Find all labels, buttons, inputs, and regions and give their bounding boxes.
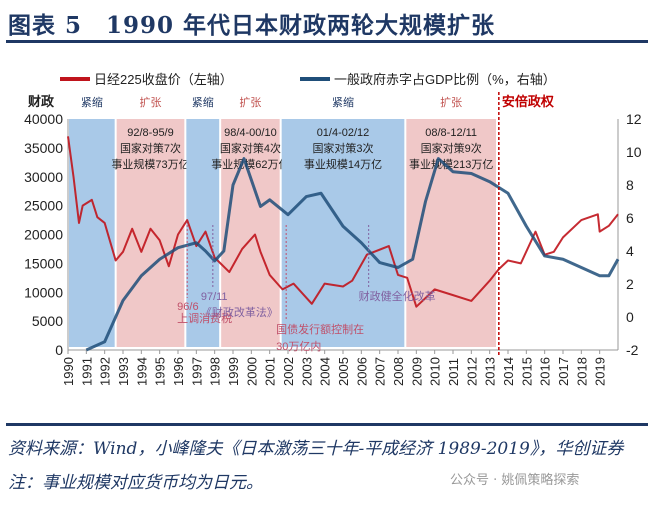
x-tick-label: 2008: [391, 357, 406, 386]
title-rule: [6, 40, 648, 43]
y-left-label: 财政: [28, 94, 55, 109]
x-tick-label: 2013: [483, 357, 498, 386]
band-label: 紧缩: [192, 96, 214, 109]
y-left-tick: 0: [55, 342, 63, 358]
band-note: 事业规模14万亿: [304, 157, 382, 171]
x-tick-label: 1999: [226, 357, 241, 386]
source-rule: [6, 423, 648, 426]
x-tick-label: 2003: [299, 357, 314, 386]
y-right-tick: 12: [626, 111, 642, 127]
band-note: 国家对策7次: [120, 141, 181, 155]
x-tick-label: 2005: [336, 357, 351, 386]
band-note: 国家对策4次: [220, 141, 281, 155]
x-tick-label: 2004: [318, 357, 333, 386]
x-tick-label: 2009: [409, 357, 424, 386]
band-label: 扩张: [440, 95, 462, 109]
y-left-tick: 25000: [24, 198, 63, 214]
band-note: 国家对策9次: [421, 141, 482, 155]
x-tick-label: 2018: [574, 357, 589, 386]
x-tick-label: 1993: [116, 357, 131, 386]
x-tick-label: 1992: [98, 357, 113, 386]
band-note: 事业规模213万亿: [409, 157, 493, 171]
y-right-tick: 2: [626, 276, 634, 292]
band-label: 紧缩: [81, 96, 103, 109]
y-right-tick: 4: [626, 243, 634, 259]
y-left-tick: 15000: [24, 255, 63, 271]
x-tick-label: 2012: [464, 357, 479, 386]
band-label: 扩张: [140, 95, 162, 109]
y-left-tick: 30000: [24, 169, 63, 185]
x-tick-label: 2019: [593, 357, 608, 386]
y-left-tick: 10000: [24, 284, 63, 300]
annotation-text: 国债发行额控制在: [276, 322, 364, 336]
y-right-tick: 0: [626, 309, 634, 325]
band-note: 事业规模73万亿: [111, 157, 189, 171]
x-tick-label: 2006: [354, 357, 369, 386]
legend-label: 日经225收盘价（左轴）: [94, 72, 233, 87]
abe-label: 安倍政权: [502, 94, 555, 109]
watermark: 公众号 · 姚佩策略探索: [450, 473, 580, 488]
x-tick-label: 1998: [208, 357, 223, 386]
band-expand: [116, 119, 185, 347]
band-note: 事业规模62万亿: [211, 157, 289, 171]
series-line-0: [67, 136, 619, 308]
x-tick-label: 2015: [519, 357, 534, 386]
x-tick-label: 1996: [171, 357, 186, 386]
band-note: 08/8-12/11: [425, 127, 477, 139]
x-tick-label: 1990: [61, 357, 76, 386]
annotation-text: 96/6: [177, 301, 198, 313]
y-left-tick: 35000: [24, 140, 63, 156]
y-right-tick: 10: [626, 144, 642, 160]
band-note: 国家对策3次: [312, 141, 373, 155]
y-left-tick: 20000: [24, 227, 63, 243]
x-tick-label: 2007: [373, 357, 388, 386]
y-right-tick: 6: [626, 210, 634, 226]
x-tick-label: 2000: [244, 357, 259, 386]
x-tick-label: 1995: [153, 357, 168, 386]
source-note: 资料来源：Wind，小峰隆夫《日本激荡三十年-平成经济 1989-2019》，华…: [8, 439, 624, 493]
y-left-tick: 5000: [32, 313, 63, 329]
x-tick-label: 2011: [446, 358, 461, 386]
x-tick-label: 1994: [134, 357, 149, 386]
x-tick-label: 2016: [538, 357, 553, 386]
band-expand: [406, 119, 496, 347]
band-label: 扩张: [239, 95, 261, 109]
annotation-text: 97/11: [201, 291, 228, 303]
y-right-tick: 8: [626, 177, 634, 193]
annotation-text: 财政健全化改革: [359, 289, 436, 303]
annotation-text: 上调消费税: [177, 311, 232, 325]
annotation-text: 30万亿内: [276, 339, 321, 353]
band-note: 01/4-02/12: [317, 127, 370, 139]
band-note: 92/8-95/9: [127, 127, 173, 139]
y-right-tick: -2: [626, 342, 639, 358]
annotation-text: 《财政改革法》: [201, 305, 278, 319]
x-tick-label: 1991: [79, 357, 94, 386]
x-tick-label: 2014: [501, 357, 516, 386]
series-line-1: [85, 157, 620, 352]
figure-title: 图表 5 1990 年代日本财政两轮大规模扩张: [8, 12, 496, 39]
y-left-tick: 40000: [24, 111, 63, 127]
x-tick-label: 2001: [263, 357, 278, 386]
legend-label: 一般政府赤字占GDP比例（%，右轴）: [334, 72, 556, 87]
x-tick-label: 1997: [189, 357, 204, 386]
x-tick-label: 2017: [556, 357, 571, 386]
x-tick-label: 2002: [281, 357, 296, 386]
band-label: 紧缩: [332, 96, 354, 109]
band-expand: [221, 119, 280, 347]
band-tight: [281, 119, 405, 347]
band-note: 98/4-00/10: [224, 127, 277, 139]
x-tick-label: 2010: [428, 357, 443, 386]
